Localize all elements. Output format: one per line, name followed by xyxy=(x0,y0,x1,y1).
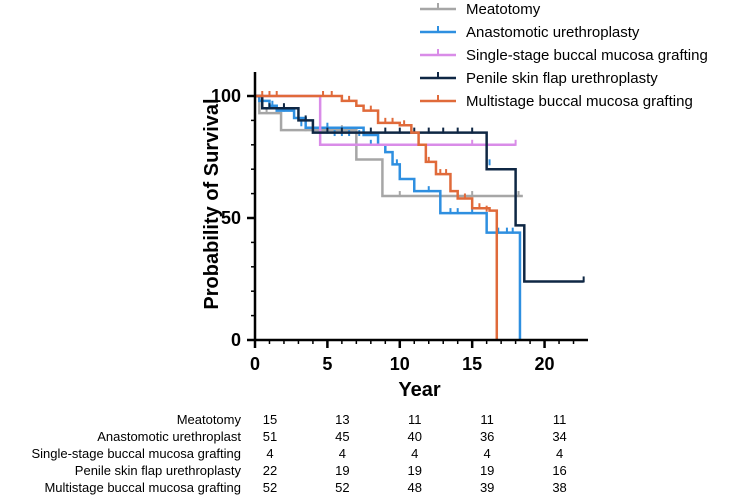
risk-value: 19 xyxy=(335,463,349,478)
risk-value: 51 xyxy=(263,429,277,444)
x-tick-label: 10 xyxy=(390,354,410,374)
risk-row-label: Penile skin flap urethroplasty xyxy=(75,463,242,478)
risk-value: 15 xyxy=(263,412,277,427)
risk-value: 19 xyxy=(480,463,494,478)
legend-label: Single-stage buccal mucosa grafting xyxy=(466,47,708,64)
series-line-meatotomy xyxy=(255,94,523,198)
x-tick-label: 20 xyxy=(535,354,555,374)
risk-value: 4 xyxy=(266,446,273,461)
risk-value: 19 xyxy=(408,463,422,478)
axes: 0 50 100 0 5 10 15 20 Year Probability of Surviva… xyxy=(201,72,588,401)
risk-value: 39 xyxy=(480,480,494,495)
legend-label: Meatotomy xyxy=(466,1,541,18)
risk-value: 40 xyxy=(408,429,422,444)
series-line-penile-skin-flap-urethroplasty xyxy=(255,94,584,283)
risk-row-label: Meatotomy xyxy=(177,412,242,427)
risk-value: 48 xyxy=(408,480,422,495)
risk-value: 52 xyxy=(335,480,349,495)
risk-value: 34 xyxy=(552,429,566,444)
survival-curves xyxy=(255,91,585,340)
risk-value: 11 xyxy=(553,412,567,427)
risk-value: 52 xyxy=(263,480,277,495)
risk-value: 11 xyxy=(408,412,422,427)
x-tick-label: 5 xyxy=(322,354,332,374)
risk-row-label: Anastomotic urethroplast xyxy=(97,429,241,444)
risk-value: 4 xyxy=(339,446,346,461)
number-at-risk-table: Meatotomy 15 13 11 11 11 Anastomotic urethropl… xyxy=(31,412,566,495)
risk-value: 4 xyxy=(556,446,563,461)
y-tick-label: 0 xyxy=(231,330,241,350)
y-axis-title: Probability of Survival xyxy=(201,98,223,309)
legend-label: Penile skin flap urethroplasty xyxy=(466,70,658,87)
risk-value: 11 xyxy=(480,412,494,427)
x-tick-label: 0 xyxy=(250,354,260,374)
risk-row-label: Single-stage buccal mucosa grafting xyxy=(31,446,241,461)
risk-value: 45 xyxy=(335,429,349,444)
risk-value: 16 xyxy=(552,463,566,478)
legend-label: Anastomotic urethroplasty xyxy=(466,24,640,41)
risk-value: 4 xyxy=(484,446,491,461)
y-tick-label: 50 xyxy=(221,208,241,228)
risk-value: 4 xyxy=(411,446,418,461)
risk-value: 13 xyxy=(335,412,349,427)
risk-value: 36 xyxy=(480,429,494,444)
legend: Meatotomy Anastomotic urethroplasty Single… xyxy=(420,1,708,110)
risk-value: 38 xyxy=(552,480,566,495)
y-tick-label: 100 xyxy=(211,86,241,106)
risk-row-label: Multistage buccal mucosa grafting xyxy=(44,480,241,495)
risk-value: 22 xyxy=(263,463,277,478)
legend-label: Multistage buccal mucosa grafting xyxy=(466,93,693,110)
x-tick-label: 15 xyxy=(462,354,482,374)
x-axis-title: Year xyxy=(398,379,440,401)
series-line-multistage-buccal-mucosa-grafting xyxy=(255,94,499,340)
